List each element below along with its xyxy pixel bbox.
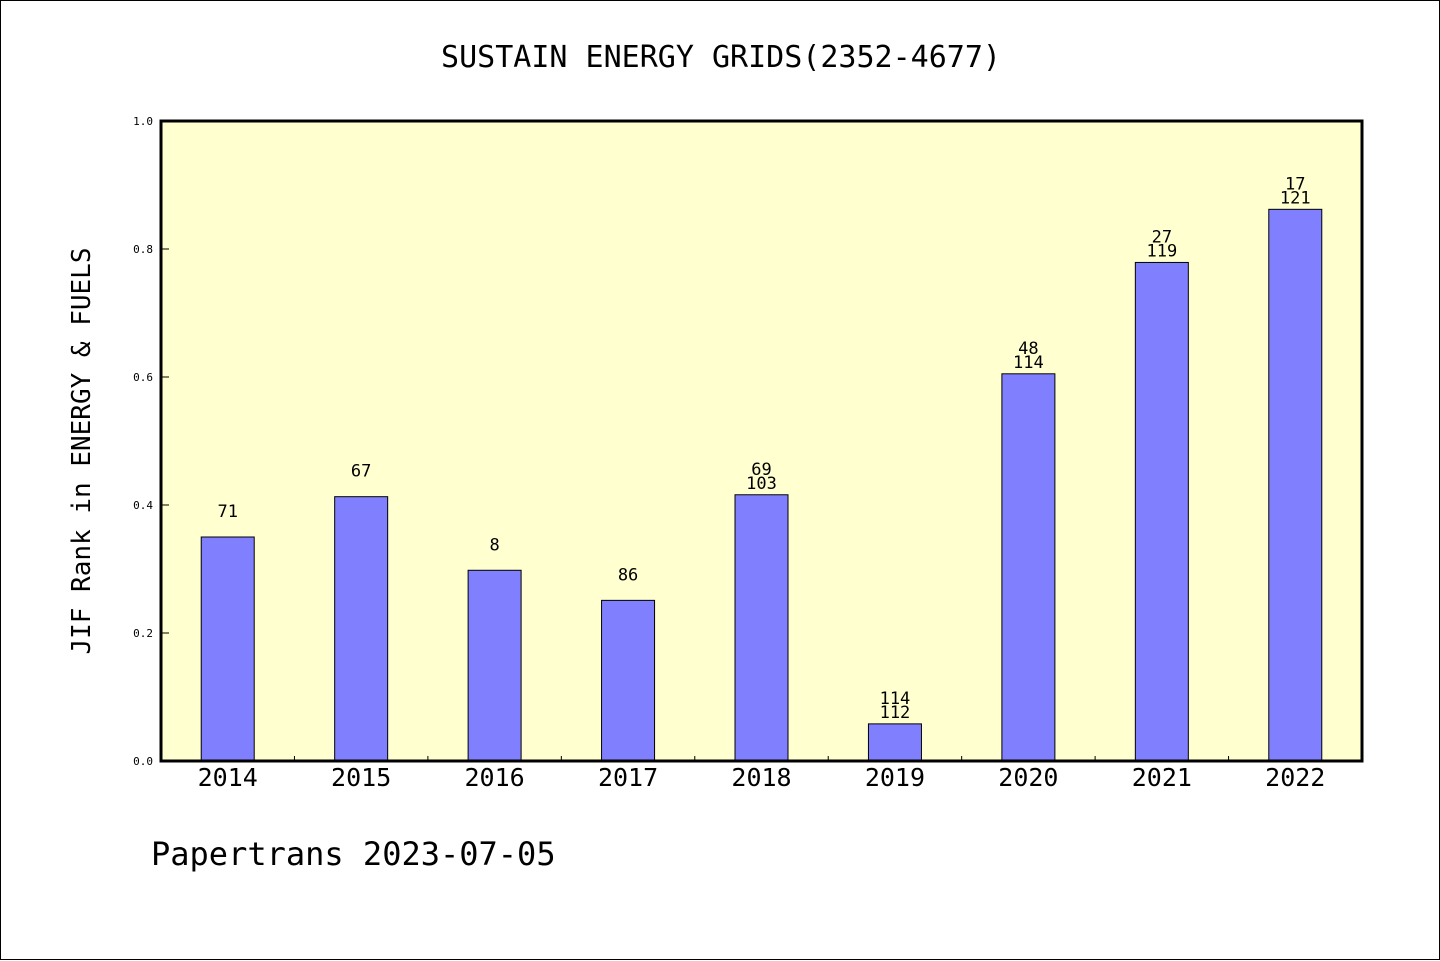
data-label-2022: 121 [1280,188,1311,208]
bar-2022 [1268,208,1323,762]
bar-2020 [1001,373,1056,762]
data-label-top-2021: 27 [1152,227,1172,247]
y-tick-label-0.2: 0.2 [133,627,153,640]
x-tick-label-2018: 2018 [731,763,791,792]
bar-2015 [334,496,389,762]
data-label-2019: 112 [880,703,911,723]
bar-2018 [734,494,789,762]
chart-title: SUSTAIN ENERGY GRIDS(2352-4677) [441,40,1001,75]
x-tick-label-2015: 2015 [331,763,391,792]
data-label-2016: 8 [489,535,499,555]
x-tick-label-2022: 2022 [1265,763,1325,792]
data-label-2017: 86 [618,565,638,585]
x-tick-label-2017: 2017 [598,763,658,792]
footer-text: Papertrans 2023-07-05 [151,835,556,873]
data-label-top-2019: 114 [880,689,911,709]
y-tick-label-0.8: 0.8 [133,243,153,256]
bar-2016 [467,569,522,762]
data-label-2020: 114 [1013,353,1044,373]
bars-group [200,208,1323,762]
x-tick-label-2016: 2016 [465,763,525,792]
x-tick-label-2014: 2014 [198,763,258,792]
plot-border [159,119,1364,763]
bar-2017 [601,599,656,762]
data-label-2014: 71 [217,502,237,522]
x-tick-label-2021: 2021 [1132,763,1192,792]
y-tick-label-0.0: 0.0 [133,755,153,768]
data-label-top-2022: 17 [1285,174,1305,194]
y-tick-label-1.0: 1.0 [133,115,153,128]
data-label-2018: 103 [746,474,777,494]
data-label-top-2020: 48 [1018,339,1038,359]
bar-2019 [867,723,922,762]
y-axis-label: JIF Rank in ENERGY & FUELS [67,248,97,655]
data-label-2021: 119 [1146,241,1177,261]
data-label-top-2018: 69 [751,460,771,480]
x-axis: 2014 2015 2016 2017 2018 2019 2020 2021 2022 [198,756,1325,792]
x-tick-label-2019: 2019 [865,763,925,792]
y-axis: 0.0 0.2 0.4 0.6 0.8 1.0 [133,115,169,768]
bar-2014 [200,536,255,762]
y-tick-label-0.6: 0.6 [133,371,153,384]
data-label-2015: 67 [351,462,371,482]
bar-2021 [1134,261,1189,762]
y-tick-label-0.4: 0.4 [133,499,153,512]
x-tick-label-2020: 2020 [998,763,1058,792]
